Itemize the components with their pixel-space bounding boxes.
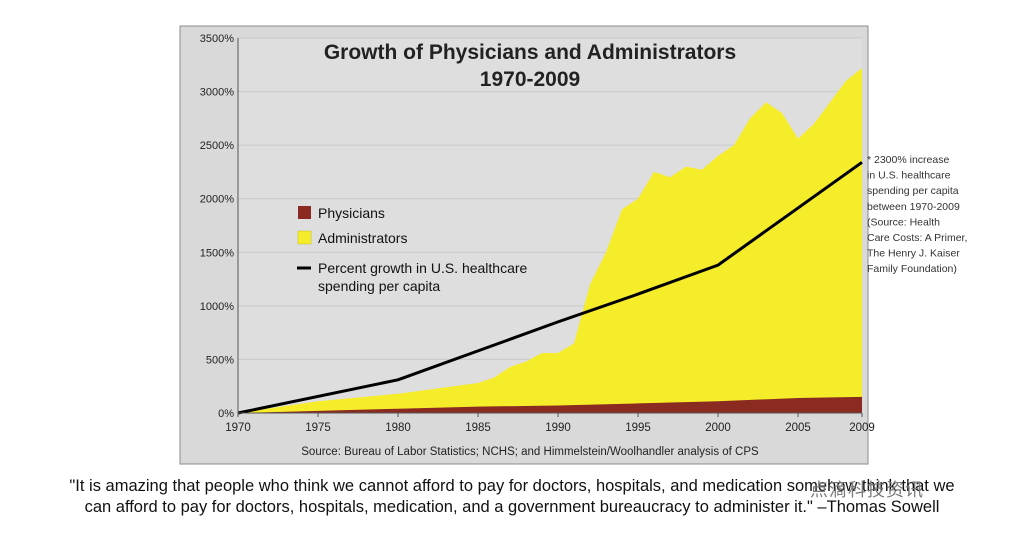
annotation-line: Care Costs: A Primer, bbox=[867, 232, 967, 244]
chart-title: Growth of Physicians and Administrators bbox=[324, 41, 736, 64]
annotation-line: spending per capita bbox=[867, 185, 959, 197]
x-tick-label: 1985 bbox=[465, 422, 491, 434]
y-tick-label: 2000% bbox=[200, 194, 234, 206]
y-tick-label: 2500% bbox=[200, 140, 234, 152]
y-tick-labels: 0% 500% 1000% 1500% 2000% 2500% 3000% 3500% bbox=[200, 33, 234, 420]
area-physicians bbox=[238, 396, 862, 413]
y-tick-label: 500% bbox=[206, 354, 234, 366]
legend-label-administrators: Administrators bbox=[318, 230, 407, 246]
y-tick-label: 3500% bbox=[200, 33, 234, 45]
x-tick-label: 1970 bbox=[225, 422, 251, 434]
annotation-line: Family Foundation) bbox=[867, 263, 957, 275]
x-tick-label: 1995 bbox=[625, 422, 651, 434]
annotation-line: * 2300% increase bbox=[867, 154, 949, 166]
x-tick-labels: 1970 1975 1980 1985 1990 1995 2000 2005 2009 bbox=[225, 413, 875, 434]
y-tick-label: 1500% bbox=[200, 247, 234, 259]
area-administrators bbox=[238, 68, 862, 413]
y-tick-label: 3000% bbox=[200, 87, 234, 99]
areas bbox=[238, 68, 862, 413]
watermark: 点滴科技资讯 bbox=[810, 480, 924, 501]
chart-subtitle: 1970-2009 bbox=[480, 68, 580, 91]
x-tick-label: 1975 bbox=[305, 422, 331, 434]
y-tick-label: 0% bbox=[218, 408, 234, 420]
legend: Physicians Administrators Percent growth… bbox=[297, 205, 528, 294]
side-annotation: * 2300% increase in U.S. healthcare spendi… bbox=[867, 154, 967, 275]
quote-line-2: can afford to pay for doctors, hospitals… bbox=[84, 498, 940, 516]
annotation-line: in U.S. healthcare bbox=[867, 170, 951, 182]
y-tick-label: 1000% bbox=[200, 301, 234, 313]
legend-swatch-physicians bbox=[298, 206, 311, 219]
legend-label-physicians: Physicians bbox=[318, 205, 385, 221]
annotation-line: (Source: Health bbox=[867, 216, 940, 228]
legend-label-spending-2: spending per capita bbox=[318, 278, 440, 294]
legend-label-spending-1: Percent growth in U.S. healthcare bbox=[318, 260, 528, 276]
axes bbox=[237, 38, 862, 414]
x-tick-label: 2009 bbox=[849, 422, 875, 434]
line-spending-growth bbox=[237, 161, 863, 415]
x-tick-label: 1980 bbox=[385, 422, 411, 434]
quote-line-1: "It is amazing that people who think we … bbox=[69, 477, 955, 495]
x-tick-label: 1990 bbox=[545, 422, 571, 434]
legend-swatch-administrators bbox=[297, 230, 312, 245]
lines bbox=[237, 161, 863, 415]
source-note: Source: Bureau of Labor Statistics; NCHS… bbox=[301, 446, 759, 458]
annotation-line: between 1970-2009 bbox=[867, 201, 960, 213]
x-tick-label: 2000 bbox=[705, 422, 731, 434]
annotation-line: The Henry J. Kaiser bbox=[867, 248, 960, 260]
x-tick-label: 2005 bbox=[785, 422, 811, 434]
